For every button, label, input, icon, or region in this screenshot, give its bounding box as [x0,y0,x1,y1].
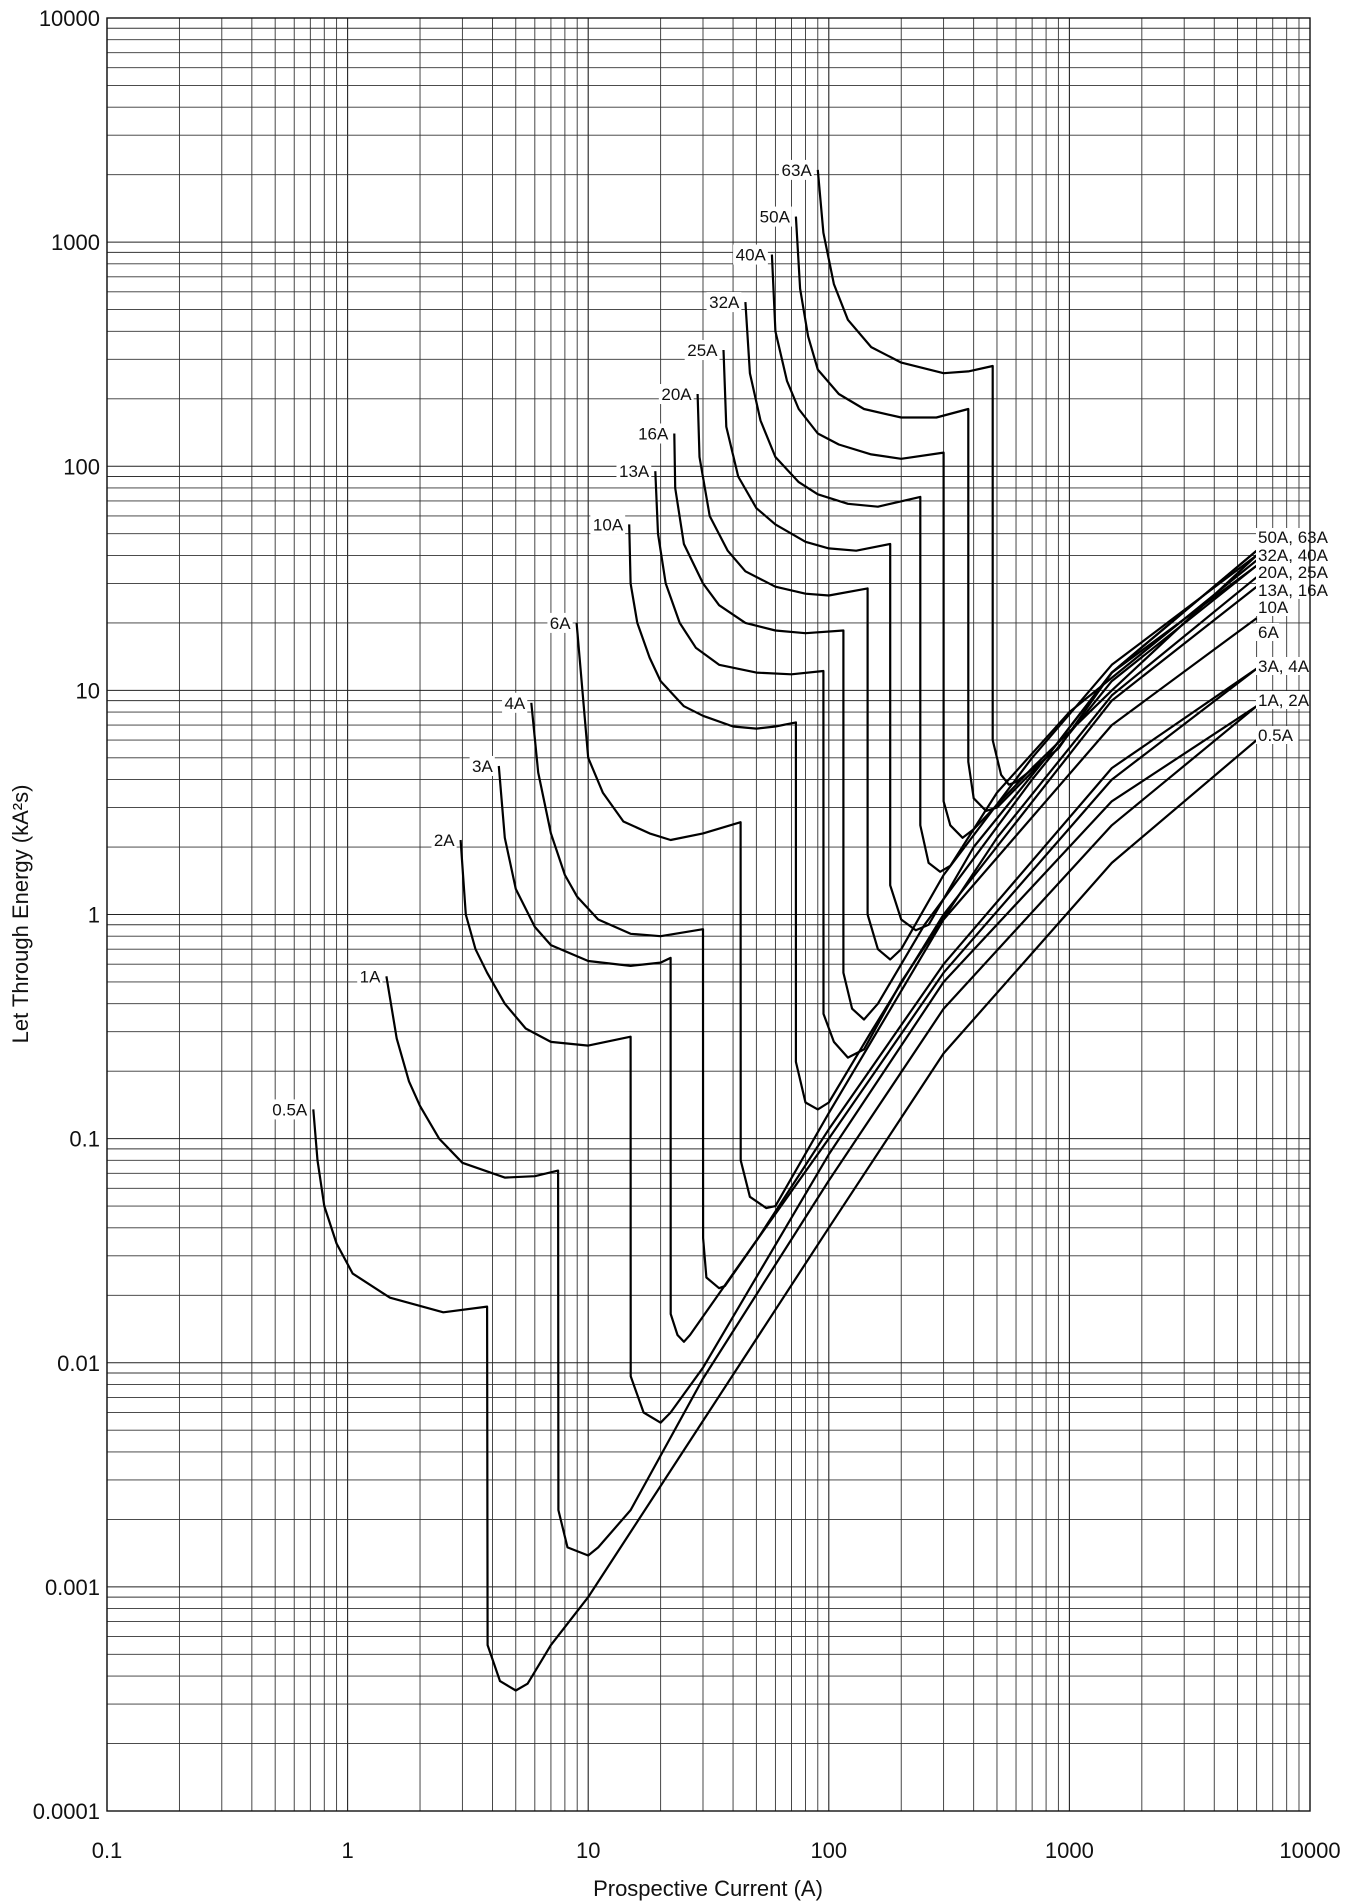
curve-label-background [635,423,671,444]
y-tick-label: 1 [88,903,100,928]
x-tick-label: 10 [576,1838,600,1863]
right-curve-label: 10A [1258,598,1289,617]
curve-label-background [590,514,626,535]
curve-label: 10A [593,515,624,534]
curve-label: 16A [638,424,669,443]
curve-40a-63a [770,254,1258,839]
x-tick-label: 100 [810,1838,847,1863]
x-tick-label: 0.1 [92,1838,123,1863]
curve-label-background [706,292,742,313]
right-curve-label: 6A [1258,623,1279,642]
right-label-background [1256,546,1337,564]
x-axis-label: Prospective Current (A) [593,1876,823,1901]
y-tick-label: 1000 [51,230,100,255]
curve-label: 50A [760,208,791,227]
curve-1a-2a [459,705,1258,1424]
curve-label-background [757,206,792,227]
right-curve-label: 1A, 2A [1258,691,1310,710]
right-label-background [1256,598,1289,616]
curve-label: 0.5A [272,1100,308,1119]
curve-10a [628,524,1258,1111]
right-label-background [1256,581,1337,599]
curve-16a [673,433,1258,1021]
curve-label-background [684,340,720,361]
curve-label: 25A [687,341,718,360]
y-axis-label: Let Through Energy (kA²s) [8,785,33,1044]
right-curve-label: 20A, 25A [1258,563,1329,582]
curve-label: 32A [709,293,740,312]
y-tick-label: 0.1 [69,1127,100,1152]
right-label-background [1256,528,1337,546]
y-tick-label: 10000 [39,6,100,31]
curve-label: 63A [782,161,813,180]
plot-frame [106,17,1311,1812]
curve-label: 2A [434,831,455,850]
curve-label-background [357,966,383,987]
y-tick-label: 0.0001 [33,1799,100,1824]
right-curve-label: 50A, 63A [1258,528,1329,547]
curve-label-background [658,384,694,405]
right-label-background [1256,563,1337,581]
curve-0-5a [312,739,1258,1692]
curve-3a-4a [530,667,1258,1290]
curve-label: 1A [360,967,381,986]
curve-label-background [616,461,652,482]
x-tick-label: 1 [341,1838,353,1863]
curve-6a [575,617,1258,1210]
curve-label: 40A [736,246,767,265]
right-curve-label: 13A, 16A [1258,581,1329,600]
curve-labels: 0.5A 1A 2A 3A 4A 6A 10A 13A 16A 20A 25A 32A 40A 50A 63… [264,159,814,1120]
right-curve-label: 32A, 40A [1258,546,1329,565]
grid-lines [106,18,1310,1812]
y-tick-labels: 0.0001 0.001 0.01 0.1 1 10 100 1000 10000 [33,6,100,1824]
right-curve-label: 0.5A [1258,726,1294,745]
right-curve-label: 3A, 4A [1258,657,1310,676]
curve-1a [385,705,1258,1557]
curve-63a [816,169,1258,786]
curve-3a [497,667,1258,1343]
y-tick-label: 0.001 [45,1575,100,1600]
curve-label-background [547,612,573,633]
fuse-curves [312,169,1258,1692]
right-label-background [1256,657,1318,675]
curve-label-background [469,755,495,776]
x-tick-label: 1000 [1045,1838,1094,1863]
curve-label: 13A [619,462,650,481]
curve-25a [722,349,1258,932]
curve-50a-63a [794,216,1258,812]
curve-13a-16a [654,471,1258,1059]
curve-label-background [264,1099,310,1120]
curve-label-background [502,692,528,713]
y-tick-label: 10 [76,678,100,703]
curve-label: 6A [550,614,571,633]
curve-label: 20A [661,385,692,404]
curve-label-background [778,159,814,180]
y-tick-label: 100 [63,454,100,479]
curve-label-background [431,829,457,850]
curve-label: 3A [472,757,493,776]
curve-label-background [733,244,768,265]
right-label-background [1256,623,1280,641]
right-label-background [1256,691,1318,709]
curve-20a-25a [696,393,1258,961]
curve-label: 4A [504,694,525,713]
y-tick-label: 0.01 [57,1351,100,1376]
right-label-background [1256,726,1299,744]
x-tick-label: 10000 [1279,1838,1340,1863]
x-tick-labels: 0.1 1 10 100 1000 10000 [92,1838,1341,1863]
